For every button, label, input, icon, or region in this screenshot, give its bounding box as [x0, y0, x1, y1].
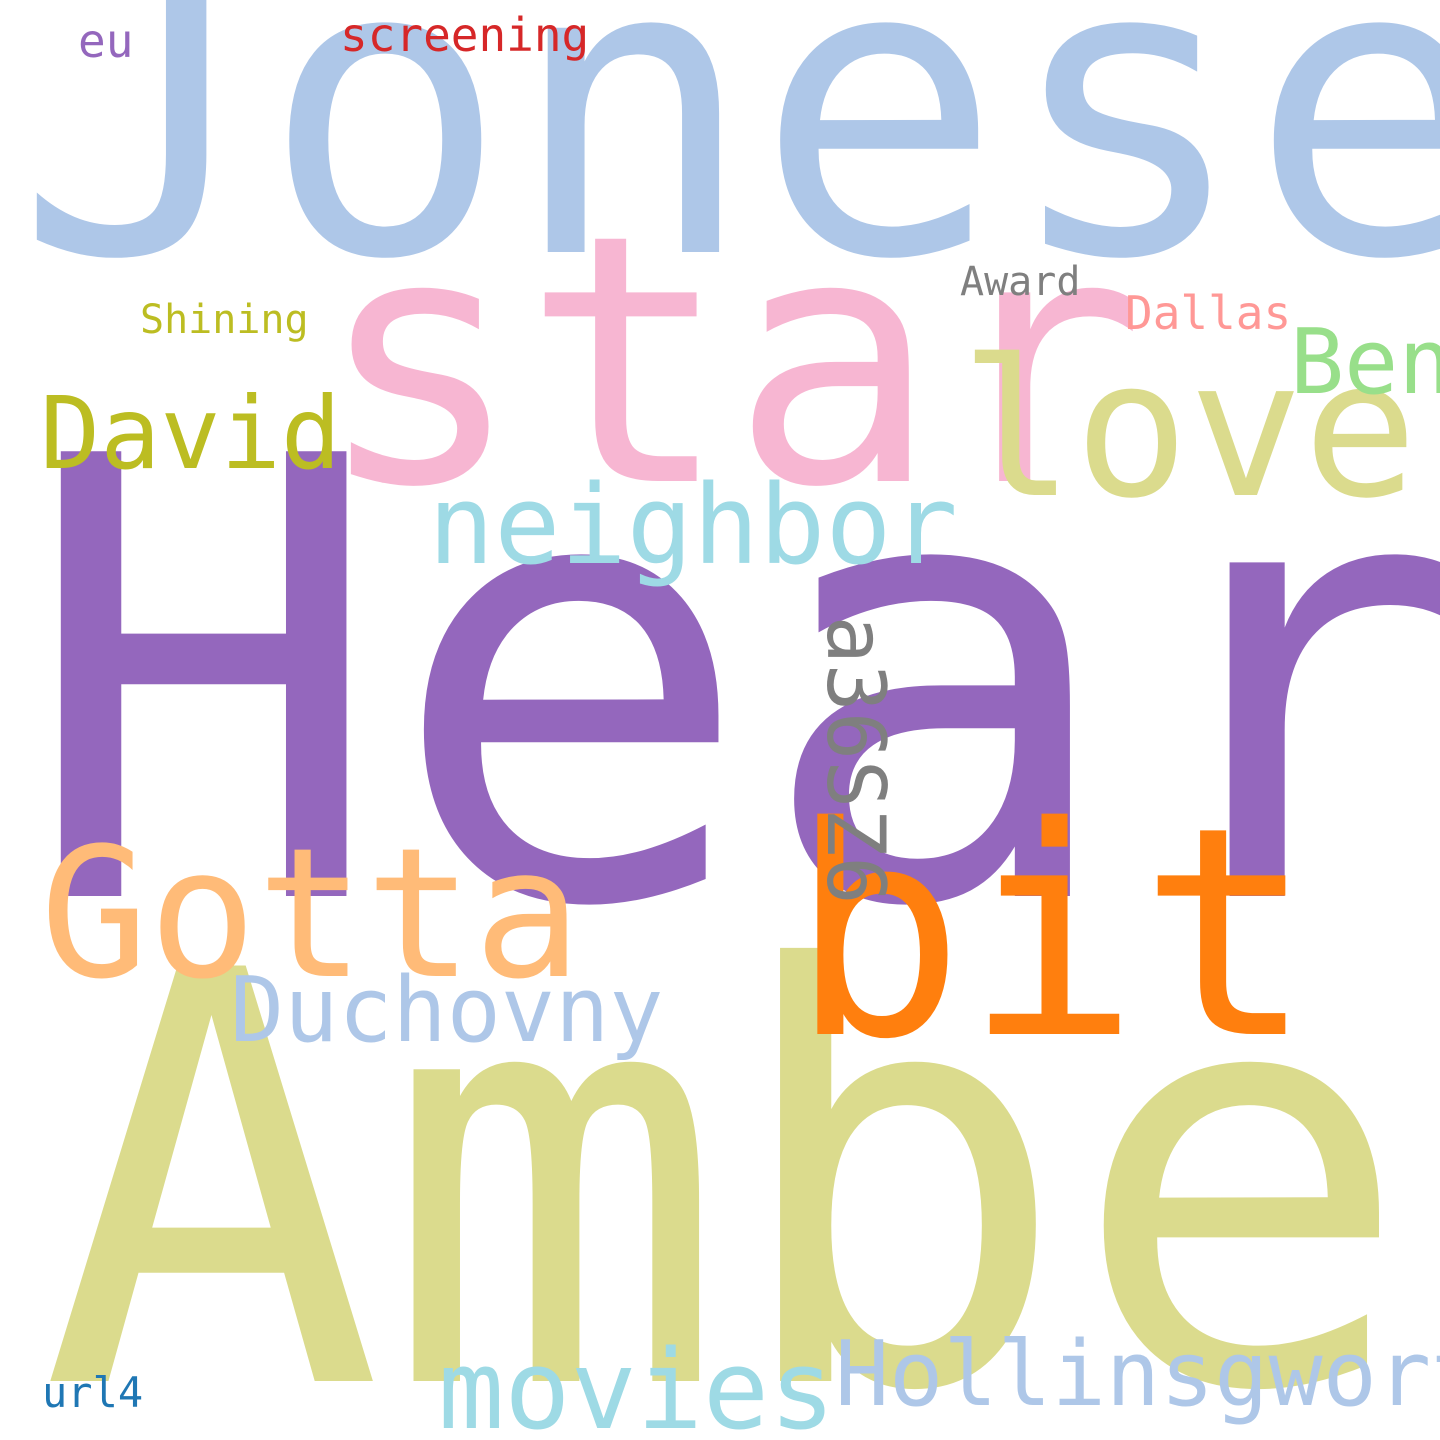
- word-eu: eu: [78, 14, 134, 68]
- word-heard: Heard: [20, 330, 1440, 1040]
- word-bit: bit: [790, 766, 1314, 1103]
- word-david: David: [40, 375, 342, 492]
- word-neighbor: neighbor: [428, 461, 958, 589]
- word-amber: Amber: [40, 853, 1440, 1440]
- word-love: love: [960, 319, 1418, 540]
- word-a36sz6: a36SZ6: [809, 615, 902, 905]
- word-award: Award: [960, 259, 1081, 305]
- word-screening: screening: [340, 8, 590, 62]
- word-duchovny: Duchovny: [230, 958, 664, 1063]
- word-hollinsgworth: Hollinsgworth: [835, 1322, 1440, 1427]
- word-ben: Ben: [1290, 310, 1440, 415]
- word-dallas: Dallas: [1125, 286, 1292, 340]
- word-shining: Shining: [140, 297, 309, 343]
- word-url4: url4: [42, 1368, 144, 1417]
- word-star: star: [315, 162, 1146, 563]
- word-movies: movies: [438, 1326, 836, 1440]
- word-gotta: Gotta: [40, 810, 582, 1019]
